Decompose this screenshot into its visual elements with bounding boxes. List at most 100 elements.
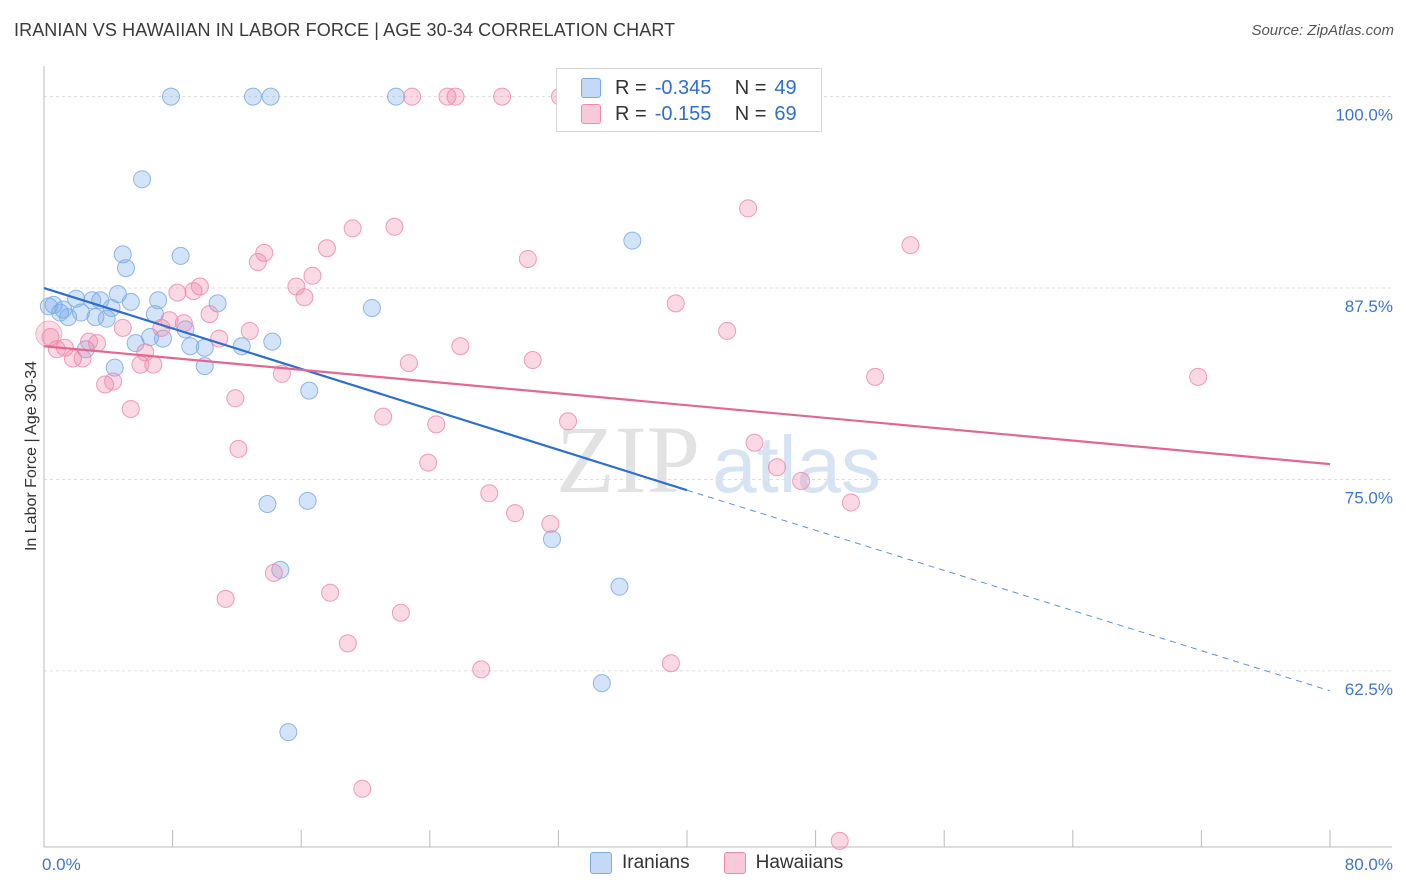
iranians-point [161,87,180,106]
legend-item-iranians[interactable]: Iranians [590,852,690,874]
r-label: R = [615,102,647,125]
hawaiians-point [264,563,283,582]
hawaiians-point [505,504,524,523]
hawaiians-point [216,589,235,608]
hawaiians-point [240,321,259,340]
y-tick-label: 100.0% [1335,106,1393,125]
r-value: -0.345 [654,76,712,99]
iranians-point [298,491,317,510]
hawaiians-point [272,364,291,383]
hawaiians-point [113,318,132,337]
iranians-point [279,723,298,742]
hawaiians-legend-swatch [723,852,746,874]
hawaiians-point [523,351,542,370]
gridlines [44,96,1392,672]
hawaiians-point [451,337,470,356]
y-tick-label: 87.5% [1345,297,1393,316]
iranians-point [171,246,190,265]
stats-legend-row-iranians: R = -0.345 N = 49 [581,76,797,100]
iranians-point [181,337,200,356]
iranians-point [243,87,262,106]
hawaiians-point [88,334,107,353]
n-value: 69 [774,102,797,125]
r-label: R = [615,76,647,99]
stats-legend: R = -0.345 N = 49 R = -0.155 N = 69 [556,68,822,132]
hawaiians-point [144,355,163,374]
hawaiians-point [745,433,764,452]
hawaiians-point [841,493,860,512]
r-value: -0.155 [654,102,712,125]
watermark: ZIP atlas [556,406,881,513]
hawaiians-point [518,249,537,268]
hawaiians-point [768,458,787,477]
hawaiians-point [493,87,512,106]
hawaiians-point [427,415,446,434]
hawaiians-swatch [581,104,601,124]
x-tick-label: 80.0% [1345,855,1393,874]
hawaiians-point [830,831,849,850]
hawaiians-point [446,87,465,106]
hawaiians-point [385,217,404,236]
hawaiians-point [303,266,322,285]
iranians-point [113,245,132,264]
chart-title: IRANIAN VS HAWAIIAN IN LABOR FORCE | AGE… [14,20,676,40]
iranians-point [71,303,90,322]
hawaiians-point [419,453,438,472]
hawaiians-point [718,321,737,340]
hawaiians-point [190,277,209,296]
hawaiians-point [248,253,267,272]
iranians-trend-line [43,286,688,492]
iranians-trend-extension [686,489,1331,692]
n-value: 49 [774,76,797,99]
hawaiians-point [661,654,680,673]
y-tick-label: 75.0% [1345,488,1393,507]
axes [43,66,1392,848]
y-tick-label: 62.5% [1345,680,1393,699]
y-axis-label: In Labor Force | Age 30-34 [23,361,40,551]
iranians-point [195,338,214,357]
iranians-point [121,292,140,311]
iranians-point [362,298,381,317]
hawaiians-point [160,311,179,330]
hawaiians-point [168,283,187,302]
hawaiians-point [104,372,123,391]
iranians-point [44,295,63,314]
source-label: Source: ZipAtlas.com [1251,22,1394,39]
hawaiians-point [901,236,920,255]
iranians-point [258,494,277,513]
hawaiians-point [317,239,336,258]
hawaiians-point [229,439,248,458]
iranians-point [542,530,561,549]
iranians-point [300,381,319,400]
iranians-point [387,87,406,106]
iranians-swatch [581,78,601,98]
legend-item-hawaiians[interactable]: Hawaiians [723,852,843,874]
hawaiians-point [121,400,140,419]
hawaiians-point [1189,367,1208,386]
hawaiians-point [353,779,372,798]
hawaiians-point [184,282,203,301]
hawaiians-point [295,288,314,307]
trend-lines [43,286,1331,692]
watermark-zip: ZIP [556,406,700,513]
hawaiians-point [35,320,63,348]
hawaiians-point [559,412,578,431]
stats-legend-row-hawaiians: R = -0.155 N = 69 [581,102,797,126]
hawaiians-point [255,243,274,262]
hawaiians-point [338,634,357,653]
hawaiians-point [541,514,560,533]
axis-labels: 100.0% 87.5% 75.0% 62.5% 0.0% 80.0% In Labor F… [23,106,1393,874]
hawaiians-point [480,484,499,503]
iranians-point [623,231,642,250]
hawaiians-point [391,603,410,622]
iranians-point [86,308,105,327]
hawaiians-point [866,367,885,386]
series-legend: Iranians Hawaiians [590,852,877,874]
hawaiians-point [200,305,219,324]
x-tick-label: 0.0% [42,855,81,874]
hawaiians-point [374,407,393,426]
hawaiians-point [226,389,245,408]
iranians-point [97,309,116,328]
iranians-point [261,87,280,106]
